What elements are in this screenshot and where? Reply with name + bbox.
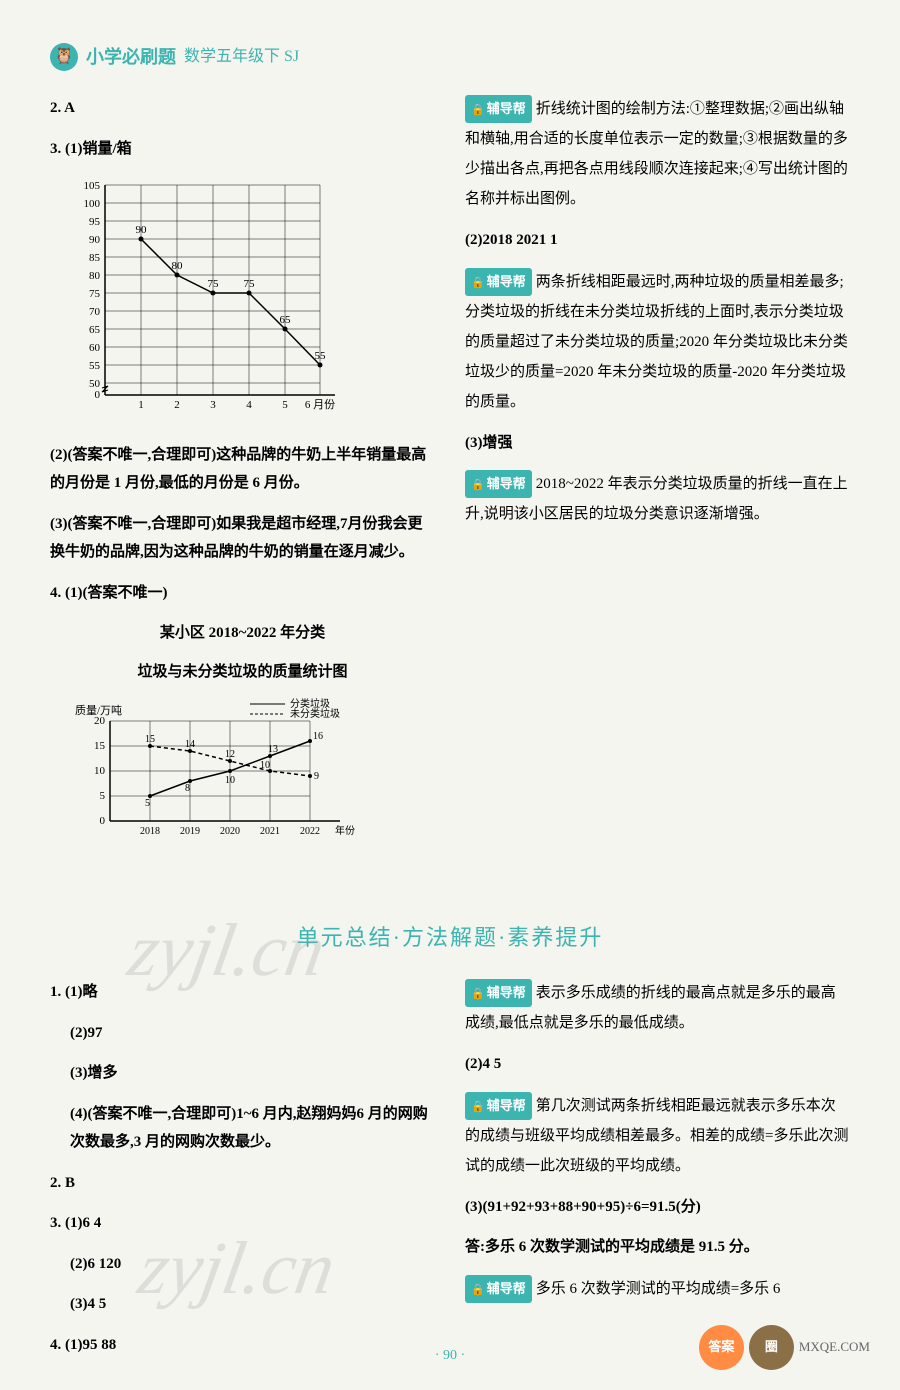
help3: 辅导帮2018~2022 年表示分类垃圾质量的折线一直在上升,说明该小区居民的垃… bbox=[465, 469, 850, 529]
svg-text:15: 15 bbox=[94, 740, 106, 752]
milk-sales-chart: 50 55 60 65 70 75 80 85 90 95 100 105 0 … bbox=[70, 175, 435, 426]
help-badge-icon: 辅导帮 bbox=[465, 1275, 532, 1303]
svg-text:100: 100 bbox=[84, 198, 101, 210]
lower-section: 1. (1)略 (2)97 (3)增多 (4)(答案不唯一,合理即可)1~6 月… bbox=[50, 978, 850, 1371]
svg-text:2019: 2019 bbox=[180, 826, 200, 837]
svg-text:95: 95 bbox=[89, 216, 101, 228]
svg-text:20: 20 bbox=[94, 715, 106, 727]
l-q1-3: (3)增多 bbox=[50, 1059, 435, 1088]
l-q1-1: 1. (1)略 bbox=[50, 978, 435, 1007]
r-q2: (2)4 5 bbox=[465, 1050, 850, 1079]
upper-right-column: 辅导帮折线统计图的绘制方法:①整理数据;②画出纵轴和横轴,用合适的长度单位表示一… bbox=[465, 94, 850, 887]
svg-text:5: 5 bbox=[100, 790, 106, 802]
r-help1: 辅导帮表示多乐成绩的折线的最高点就是多乐的最高成绩,最低点就是多乐的最低成绩。 bbox=[465, 978, 850, 1038]
svg-text:10: 10 bbox=[260, 760, 270, 771]
svg-text:14: 14 bbox=[185, 739, 195, 750]
svg-text:55: 55 bbox=[89, 360, 101, 372]
upper-left-column: 2. A 3. (1)销量/箱 50 55 60 65 70 75 80 85 bbox=[50, 94, 435, 887]
chart2-title2: 垃圾与未分类垃圾的质量统计图 bbox=[50, 658, 435, 687]
q3-1-label: 3. (1)销量/箱 bbox=[50, 135, 435, 164]
l-q3-2: (2)6 120 bbox=[50, 1250, 435, 1279]
r-q3-ans: 答:多乐 6 次数学测试的平均成绩是 91.5 分。 bbox=[465, 1233, 850, 1262]
svg-text:75: 75 bbox=[208, 278, 220, 290]
l-q1-2: (2)97 bbox=[50, 1019, 435, 1048]
help-badge-icon: 辅导帮 bbox=[465, 979, 532, 1007]
svg-text:12: 12 bbox=[225, 749, 235, 760]
svg-text:75: 75 bbox=[89, 288, 101, 300]
chart1-svg: 50 55 60 65 70 75 80 85 90 95 100 105 0 … bbox=[70, 175, 350, 415]
help2: 辅导帮两条折线相距最远时,两种垃圾的质量相差最多;分类垃圾的折线在未分类垃圾折线… bbox=[465, 267, 850, 417]
svg-text:13: 13 bbox=[268, 744, 278, 755]
header-title: 小学必刷题 bbox=[86, 40, 176, 74]
svg-text:4: 4 bbox=[246, 399, 252, 411]
chart2-title1: 某小区 2018~2022 年分类 bbox=[50, 619, 435, 648]
svg-text:6 月份: 6 月份 bbox=[305, 398, 335, 411]
svg-text:0: 0 bbox=[95, 389, 101, 401]
svg-text:90: 90 bbox=[89, 234, 101, 246]
svg-text:9: 9 bbox=[314, 771, 319, 782]
svg-text:1: 1 bbox=[138, 399, 144, 411]
svg-text:80: 80 bbox=[172, 260, 184, 272]
svg-text:55: 55 bbox=[315, 350, 327, 362]
l-q3-3: (3)4 5 bbox=[50, 1290, 435, 1319]
header-icon: 🦉 bbox=[50, 43, 78, 71]
svg-text:65: 65 bbox=[280, 314, 292, 326]
svg-text:2020: 2020 bbox=[220, 826, 240, 837]
svg-text:3: 3 bbox=[210, 399, 216, 411]
svg-text:65: 65 bbox=[89, 324, 101, 336]
header-subtitle: 数学五年级下 SJ bbox=[184, 42, 299, 72]
help1: 辅导帮折线统计图的绘制方法:①整理数据;②画出纵轴和横轴,用合适的长度单位表示一… bbox=[465, 94, 850, 214]
chart2-svg: 分类垃圾 未分类垃圾 质量/万吨 0 5 10 15 20 2018 2019 … bbox=[70, 696, 370, 861]
q2-right-answer: (2)2018 2021 1 bbox=[465, 226, 850, 255]
svg-text:80: 80 bbox=[89, 270, 101, 282]
svg-text:60: 60 bbox=[89, 342, 101, 354]
corner-circle-2: 圈 bbox=[749, 1325, 794, 1370]
lower-left-column: 1. (1)略 (2)97 (3)增多 (4)(答案不唯一,合理即可)1~6 月… bbox=[50, 978, 435, 1371]
svg-text:5: 5 bbox=[145, 798, 150, 809]
svg-text:10: 10 bbox=[225, 775, 235, 786]
svg-text:16: 16 bbox=[313, 731, 323, 742]
svg-text:15: 15 bbox=[145, 734, 155, 745]
svg-text:75: 75 bbox=[244, 278, 256, 290]
svg-text:2: 2 bbox=[174, 399, 180, 411]
svg-text:0: 0 bbox=[100, 815, 106, 827]
q2-answer: 2. A bbox=[50, 94, 435, 123]
lower-right-column: 辅导帮表示多乐成绩的折线的最高点就是多乐的最高成绩,最低点就是多乐的最低成绩。 … bbox=[465, 978, 850, 1371]
q4-1-answer: 4. (1)(答案不唯一) bbox=[50, 579, 435, 608]
help-badge-icon: 辅导帮 bbox=[465, 470, 532, 498]
corner-badge: 答案 圈 MXQE.COM bbox=[699, 1325, 870, 1370]
q3-right-answer: (3)增强 bbox=[465, 429, 850, 458]
svg-text:105: 105 bbox=[84, 180, 101, 192]
r-q3: (3)(91+92+93+88+90+95)÷6=91.5(分) bbox=[465, 1193, 850, 1222]
svg-text:5: 5 bbox=[282, 399, 288, 411]
l-q3-1: 3. (1)6 4 bbox=[50, 1209, 435, 1238]
svg-text:2018: 2018 bbox=[140, 826, 160, 837]
q3-3-answer: (3)(答案不唯一,合理即可)如果我是超市经理,7月份我会更换牛奶的品牌,因为这… bbox=[50, 510, 435, 567]
r-help2: 辅导帮第几次测试两条折线相距最远就表示多乐本次的成绩与班级平均成绩相差最多。相差… bbox=[465, 1091, 850, 1181]
help-badge-icon: 辅导帮 bbox=[465, 95, 532, 123]
garbage-chart: 分类垃圾 未分类垃圾 质量/万吨 0 5 10 15 20 2018 2019 … bbox=[70, 696, 435, 872]
corner-text: MXQE.COM bbox=[799, 1335, 870, 1360]
svg-text:70: 70 bbox=[89, 306, 101, 318]
svg-text:85: 85 bbox=[89, 252, 101, 264]
corner-circle-1: 答案 bbox=[699, 1325, 744, 1370]
svg-text:未分类垃圾: 未分类垃圾 bbox=[290, 707, 340, 720]
svg-text:年份: 年份 bbox=[335, 824, 355, 837]
q3-2-answer: (2)(答案不唯一,合理即可)这种品牌的牛奶上半年销量最高的月份是 1 月份,最… bbox=[50, 441, 435, 498]
l-q2: 2. B bbox=[50, 1169, 435, 1198]
upper-section: 2. A 3. (1)销量/箱 50 55 60 65 70 75 80 85 bbox=[50, 94, 850, 887]
r-help3: 辅导帮多乐 6 次数学测试的平均成绩=多乐 6 bbox=[465, 1274, 850, 1304]
section-title: 单元总结·方法解题·素养提升 bbox=[50, 917, 850, 959]
help-badge-icon: 辅导帮 bbox=[465, 268, 532, 296]
svg-text:2021: 2021 bbox=[260, 826, 280, 837]
svg-text:90: 90 bbox=[136, 224, 148, 236]
l-q1-4: (4)(答案不唯一,合理即可)1~6 月内,赵翔妈妈6 月的网购次数最多,3 月… bbox=[50, 1100, 435, 1157]
svg-text:8: 8 bbox=[185, 783, 190, 794]
help-badge-icon: 辅导帮 bbox=[465, 1092, 532, 1120]
page-header: 🦉 小学必刷题 数学五年级下 SJ bbox=[50, 40, 850, 74]
svg-text:10: 10 bbox=[94, 765, 106, 777]
svg-text:2022: 2022 bbox=[300, 826, 320, 837]
